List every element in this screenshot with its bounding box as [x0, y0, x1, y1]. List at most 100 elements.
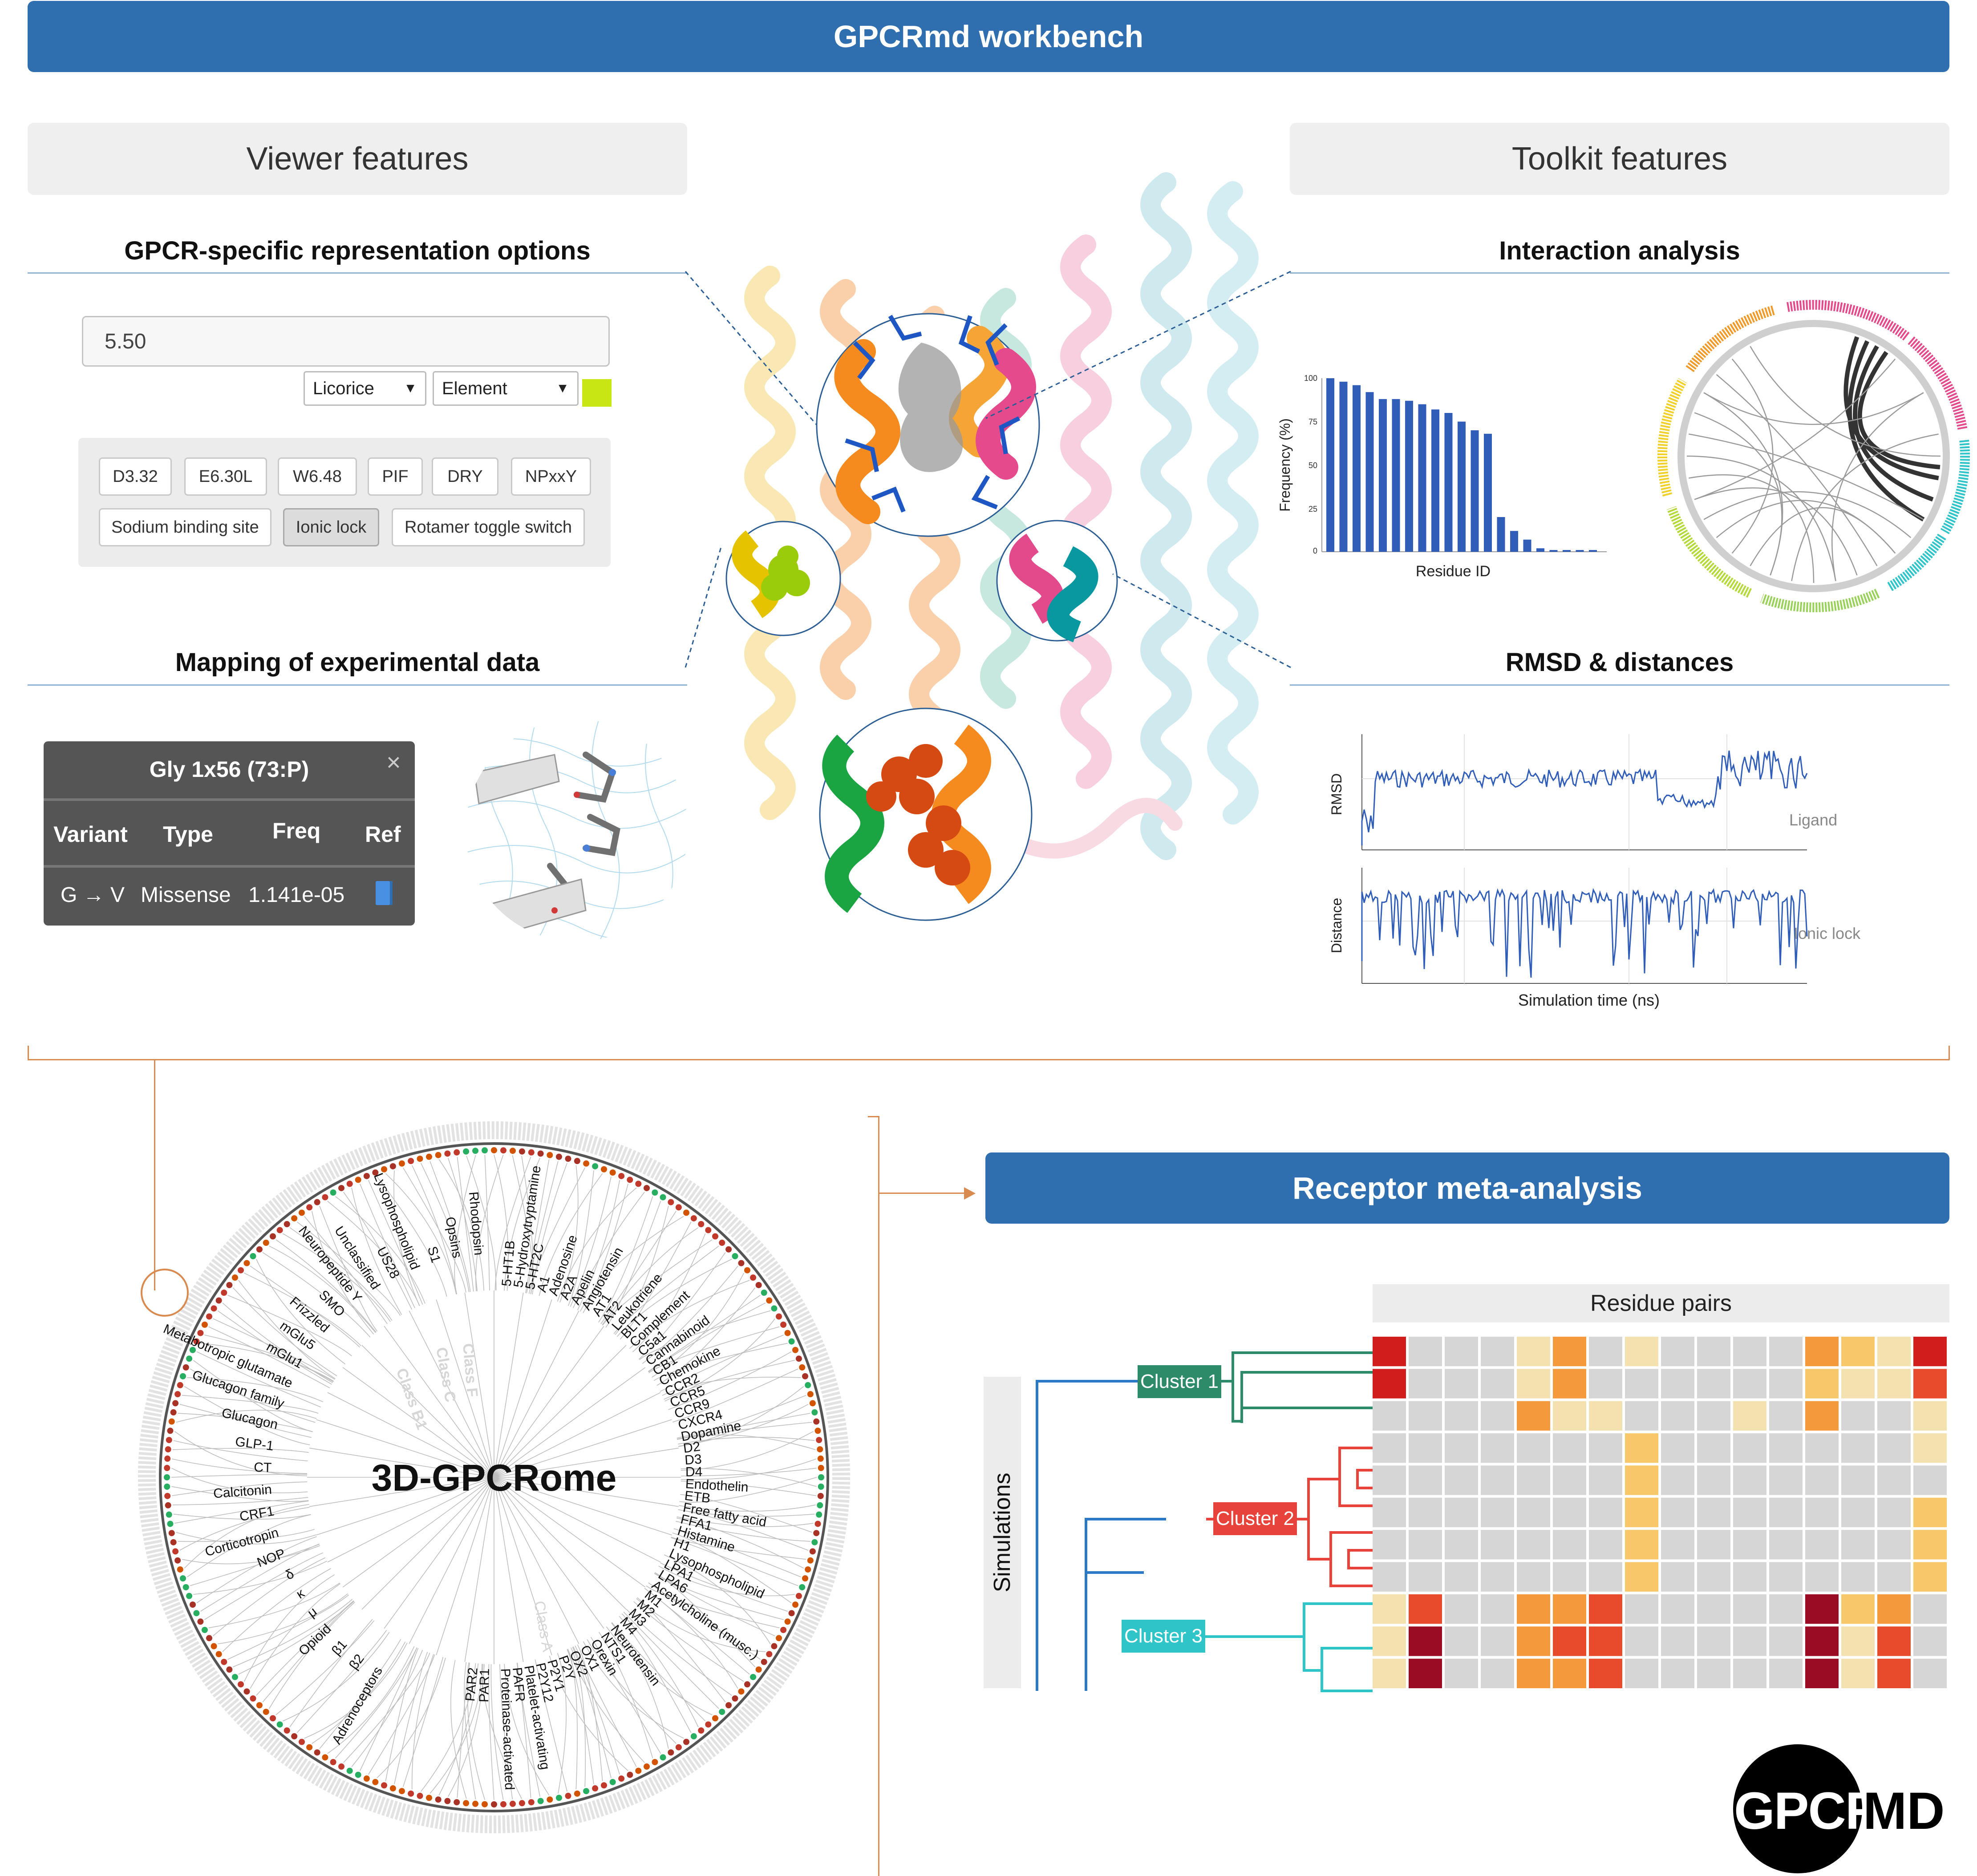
structure-dot — [250, 1253, 256, 1260]
tick-label: 100 — [1304, 374, 1317, 383]
style-select[interactable]: Licorice ▼ — [304, 371, 426, 406]
structure-dot — [719, 1239, 725, 1246]
structure-dot — [322, 1194, 328, 1201]
color-select[interactable]: Element ▼ — [433, 371, 579, 406]
heatmap-cell — [1661, 1369, 1694, 1399]
structure-dot — [435, 1152, 442, 1158]
heatmap-cell — [1445, 1337, 1478, 1367]
tree-branch — [646, 1585, 780, 1629]
tick-label: 75 — [1309, 417, 1317, 426]
tree-branch — [678, 1509, 815, 1517]
structure-dot — [182, 1584, 189, 1590]
heatmap-cell — [1373, 1626, 1406, 1656]
structure-dot — [814, 1520, 821, 1527]
tree-branch — [208, 1326, 330, 1388]
heatmap-cell — [1769, 1658, 1803, 1688]
tree-branch — [557, 1187, 637, 1302]
structure-dot — [609, 1169, 616, 1176]
structure-dot — [276, 1227, 283, 1233]
heatmap-cell — [1481, 1369, 1514, 1399]
flare-segment — [1908, 336, 1968, 431]
structure-dot — [398, 1160, 405, 1167]
document-icon[interactable] — [376, 881, 393, 905]
structure-dot — [784, 1618, 791, 1625]
structure-dot — [705, 1227, 712, 1233]
family-label: CT — [254, 1460, 272, 1475]
structure-dot — [454, 1799, 460, 1806]
heatmap-cell — [1661, 1497, 1694, 1528]
distance-series-line — [1361, 888, 1808, 978]
structure-dot — [179, 1373, 186, 1379]
tree-branch — [587, 1639, 677, 1744]
structure-dot — [167, 1427, 174, 1434]
heatmap-cell — [1481, 1465, 1514, 1495]
structure-dot — [660, 1754, 666, 1761]
tree-branch — [196, 1536, 317, 1603]
zoom-circle-npxxy — [819, 708, 1033, 921]
heatmap-cell — [1697, 1594, 1730, 1624]
site-button-w648[interactable]: W6.48 — [278, 457, 357, 496]
tree-branch — [466, 1156, 497, 1291]
structure-dot — [338, 1763, 344, 1770]
logo-text-gpcr: GPCR — [1734, 1782, 1883, 1840]
tree-branch — [282, 1632, 390, 1722]
tree-branch — [343, 1192, 413, 1310]
tree-branch — [494, 1477, 672, 1536]
heatmap-cell — [1625, 1369, 1658, 1399]
simulations-bar: Simulations — [984, 1377, 1021, 1688]
structure-dot — [813, 1418, 820, 1425]
bar — [1392, 399, 1400, 552]
structure-dot — [807, 1391, 814, 1398]
tree-branch — [296, 1221, 401, 1316]
site-button-dry[interactable]: DRY — [432, 457, 498, 496]
dendrogram — [1036, 1351, 1373, 1692]
tree-branch — [648, 1302, 766, 1372]
tree-branch — [269, 1245, 376, 1333]
site-button-d332[interactable]: D3.32 — [99, 457, 172, 496]
site-button-pif[interactable]: PIF — [368, 457, 423, 496]
site-button-ionic-lock[interactable]: Ionic lock — [283, 508, 379, 546]
tree-branch — [402, 1657, 444, 1787]
tree-branch — [244, 1574, 335, 1682]
tree-branch — [613, 1245, 719, 1334]
tree-branch — [681, 1468, 817, 1487]
tree-branch — [173, 1513, 311, 1520]
site-button-rotamer[interactable]: Rotamer toggle switch — [392, 508, 585, 546]
tree-branch — [409, 1477, 494, 1644]
site-button-e630l[interactable]: E6.30L — [184, 457, 267, 496]
structure-dot — [174, 1557, 181, 1564]
tree-branch — [648, 1295, 761, 1372]
residue-input[interactable]: 5.50 — [82, 316, 610, 367]
structure-dot — [574, 1790, 580, 1797]
site-button-sodium[interactable]: Sodium binding site — [99, 508, 271, 546]
structure-dot — [417, 1156, 423, 1162]
heatmap-cell — [1769, 1369, 1803, 1399]
structure-dot — [389, 1163, 396, 1169]
structure-dot — [795, 1355, 802, 1362]
col-ref: Ref — [365, 822, 401, 847]
structure-dot — [355, 1771, 361, 1778]
residue-pairs-label: Residue pairs — [1590, 1290, 1732, 1316]
structure-dot — [165, 1502, 171, 1508]
cluster-1-label: Cluster 1 — [1140, 1371, 1219, 1392]
close-icon[interactable]: × — [386, 748, 401, 776]
chevron-down-icon: ▼ — [556, 381, 569, 396]
structure-dot — [574, 1158, 580, 1164]
site-button-npxxy[interactable]: NPxxY — [511, 457, 591, 496]
structure-dot — [738, 1688, 745, 1695]
structure-dot — [780, 1321, 787, 1328]
flare-edge — [1694, 358, 1896, 500]
tree-branch — [620, 1221, 692, 1340]
color-swatch[interactable] — [582, 379, 612, 407]
structure-dot — [799, 1364, 806, 1371]
tree-branch — [438, 1159, 485, 1291]
flare-plot — [1657, 300, 1970, 612]
tree-branch — [655, 1572, 756, 1667]
heatmap-cell — [1517, 1369, 1550, 1399]
tree-branch — [591, 1637, 661, 1754]
gpcr-structure-image — [685, 172, 1291, 921]
heatmap-cell — [1877, 1369, 1911, 1399]
structure-dot — [355, 1177, 361, 1183]
heatmap-cell — [1553, 1337, 1586, 1367]
structure-dot — [193, 1338, 200, 1345]
